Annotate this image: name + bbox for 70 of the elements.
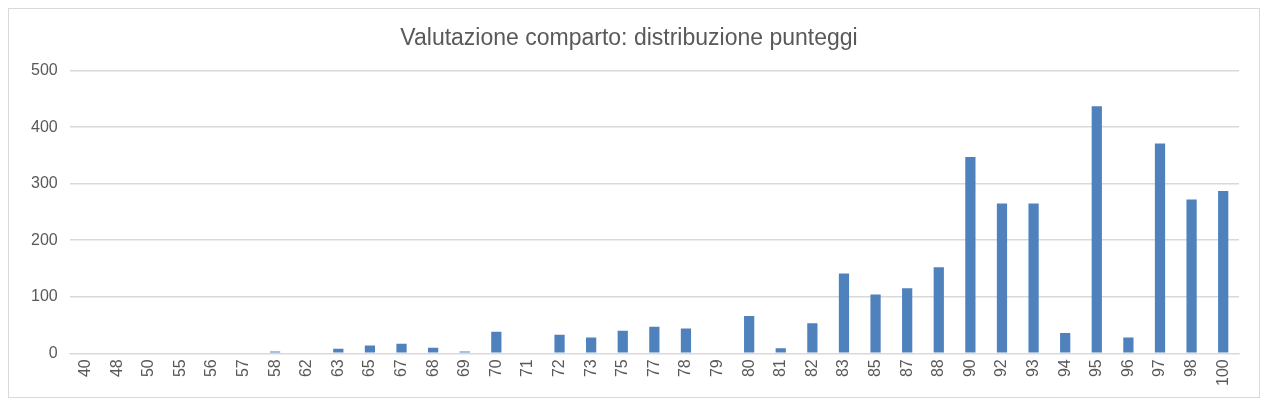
- x-tick-label: 96: [1118, 359, 1136, 378]
- x-tick-label: 55: [170, 359, 188, 378]
- y-tick-label: 0: [48, 343, 58, 361]
- bar: [586, 337, 597, 353]
- x-tick-label: 83: [834, 359, 852, 378]
- x-tick-label: 87: [897, 359, 915, 378]
- y-tick-label: 500: [30, 61, 58, 79]
- y-tick-label: 300: [30, 174, 58, 192]
- bar: [1028, 203, 1039, 353]
- x-tick-label: 85: [865, 359, 883, 378]
- x-tick-label: 50: [139, 359, 157, 378]
- x-tick-label: 77: [644, 359, 662, 378]
- bar: [396, 343, 407, 353]
- y-tick-label: 200: [30, 230, 58, 248]
- x-tick-label: 100: [1213, 359, 1231, 387]
- x-tick-label: 94: [1055, 359, 1073, 378]
- y-tick-label: 400: [30, 117, 58, 135]
- x-tick-label: 80: [739, 359, 757, 378]
- bar: [617, 330, 628, 353]
- bar: [838, 273, 850, 353]
- x-tick-label: 95: [1087, 359, 1105, 378]
- x-tick-label: 72: [549, 359, 567, 378]
- chart-title: Valutazione comparto: distribuzione punteggi: [400, 24, 858, 51]
- x-tick-label: 81: [771, 359, 789, 378]
- bar: [775, 348, 786, 353]
- bar: [680, 328, 692, 353]
- x-tick-label: 58: [265, 359, 283, 378]
- x-tick-label: 82: [802, 359, 820, 378]
- bar: [996, 203, 1008, 353]
- bar: [364, 345, 376, 353]
- bar: [744, 315, 755, 353]
- x-tick-label: 90: [960, 359, 978, 378]
- bar: [554, 334, 565, 353]
- x-tick-label: 97: [1150, 359, 1168, 378]
- x-tick-label: 75: [613, 359, 631, 378]
- x-tick-label: 62: [297, 359, 315, 378]
- bar: [1154, 143, 1166, 353]
- x-tick-label: 40: [75, 359, 93, 378]
- x-tick-label: 48: [107, 359, 125, 378]
- x-tick-label: 69: [455, 359, 473, 378]
- x-tick-label: 92: [992, 359, 1010, 378]
- bar: [933, 267, 944, 353]
- bar: [649, 326, 660, 353]
- bar: [1060, 332, 1071, 353]
- x-tick-label: 73: [581, 359, 599, 378]
- x-tick-label: 57: [233, 359, 251, 378]
- bar: [1218, 191, 1229, 353]
- x-tick-label: 93: [1023, 359, 1041, 378]
- x-tick-label: 98: [1182, 359, 1199, 378]
- bar: [1091, 106, 1102, 353]
- x-tick-label: 70: [486, 359, 504, 378]
- bar: [428, 347, 439, 353]
- x-tick-label: 67: [391, 359, 409, 378]
- bar: [965, 157, 976, 353]
- x-tick-label: 78: [676, 359, 694, 378]
- bar: [807, 323, 818, 353]
- x-tick-label: 71: [518, 359, 536, 378]
- x-tick-label: 68: [423, 359, 441, 378]
- x-tick-label: 79: [707, 359, 725, 378]
- bar: [333, 348, 344, 353]
- y-tick-label: 100: [30, 287, 58, 305]
- bar: [870, 294, 881, 353]
- x-tick-label: 88: [929, 359, 947, 378]
- x-tick-label: 65: [360, 359, 378, 378]
- bar: [1186, 199, 1197, 353]
- bar: [1123, 337, 1134, 353]
- x-tick-label: 63: [328, 359, 346, 378]
- bar: [902, 288, 913, 353]
- x-tick-label: 56: [202, 359, 220, 378]
- bar: [491, 331, 502, 353]
